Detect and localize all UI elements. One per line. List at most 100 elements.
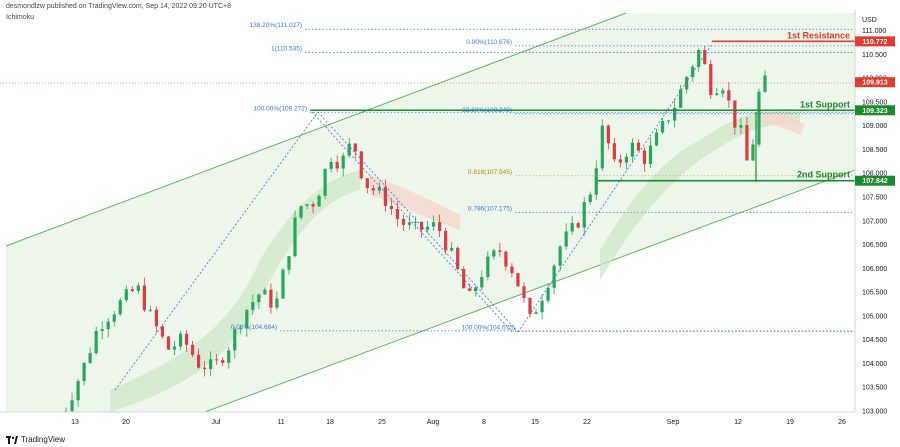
candle-body	[299, 205, 303, 218]
candle-body	[413, 221, 418, 223]
channel-lower-line	[204, 169, 855, 412]
candle-body	[703, 49, 707, 65]
candle-body	[685, 77, 689, 90]
candle-body	[468, 288, 472, 291]
candle-body	[612, 143, 616, 160]
fib-label: 0.00%(110.676)	[466, 39, 512, 46]
plot-area	[0, 12, 855, 412]
x-tick-label: 22	[583, 419, 591, 426]
candle-body	[654, 132, 659, 146]
candle-body	[371, 188, 375, 191]
fib-label: 0.618(107.945)	[468, 169, 512, 176]
candle-body	[293, 217, 297, 257]
candle-body	[166, 336, 171, 350]
ichimoku-cloud-green	[110, 170, 360, 412]
candle-body	[203, 367, 207, 370]
fib-label: 100.00%(104.675)	[462, 324, 516, 331]
candle-body	[480, 277, 484, 288]
candle-body	[221, 360, 225, 363]
candle-body	[239, 328, 243, 330]
candle-body	[492, 250, 496, 257]
x-tick-label: 18	[326, 419, 334, 426]
candle-body	[263, 289, 267, 295]
candle-body	[673, 107, 677, 121]
price-tags-group: 110.772 109.913 109.323 107.842	[855, 36, 895, 186]
candle-body	[383, 187, 387, 207]
candle-body	[82, 362, 86, 382]
fib-label: 138.20%(111.027)	[249, 22, 302, 29]
fib-label: 100.00%(109.272)	[254, 106, 308, 113]
y-tick-label: 108.000	[862, 171, 887, 178]
fib-label: 0.00%(104.684)	[231, 324, 277, 331]
candle-body	[552, 265, 556, 288]
y-tick-label: 103.500	[862, 385, 887, 392]
candle-body	[564, 231, 568, 247]
ichimoku-cloud-red	[370, 175, 460, 230]
x-tick-label: 11	[277, 419, 284, 426]
x-tick-label: Sep	[667, 419, 680, 426]
candle-body	[582, 202, 586, 228]
y-tick-label: 106.000	[862, 266, 887, 273]
candle-body	[540, 300, 544, 313]
candle-body	[227, 350, 231, 363]
candle-body	[395, 209, 400, 220]
candle-body	[648, 145, 653, 164]
candle-body	[588, 194, 592, 203]
candle-body	[275, 298, 279, 308]
candle-body	[697, 49, 701, 67]
candle-body	[281, 269, 285, 299]
level-names-group: 1st Resistance 1st Support 2nd Support	[787, 30, 850, 179]
y-tick-label: 105.500	[862, 290, 887, 297]
x-tick-label: 25	[378, 419, 386, 426]
y-tick-label: 104.000	[862, 361, 887, 368]
channel-upper-line	[5, 12, 627, 247]
candle-body	[215, 359, 219, 361]
y-tick-label: 109.000	[862, 123, 887, 130]
price-tag-bg	[855, 36, 895, 47]
candle-body	[733, 100, 737, 128]
candle-body	[624, 156, 629, 163]
x-tick-label: 20	[122, 419, 130, 426]
candle-body	[757, 91, 761, 145]
level-label: 1st Resistance	[787, 30, 850, 40]
candle-body	[64, 411, 68, 412]
y-tick-label: 107.000	[862, 218, 887, 225]
candle-body	[660, 120, 665, 133]
x-tick-label: 15	[531, 419, 539, 426]
candle-body	[209, 359, 213, 370]
x-tick-label: Aug	[427, 419, 440, 426]
price-tag-label: 107.842	[862, 178, 887, 185]
candle-body	[721, 90, 725, 94]
candle-body	[124, 289, 128, 301]
candle-body	[377, 187, 381, 191]
candle-body	[504, 251, 508, 267]
candle-body	[100, 329, 104, 331]
x-tick-label: 8	[482, 419, 486, 426]
candle-body	[389, 206, 394, 210]
candle-body	[311, 204, 315, 207]
candle-body	[444, 230, 448, 251]
candle-body	[76, 381, 80, 401]
candle-body	[365, 178, 369, 189]
candle-body	[305, 204, 309, 206]
level-label: 1st Support	[800, 99, 850, 109]
candle-body	[438, 222, 442, 231]
candle-body	[739, 125, 743, 128]
trend-line-1	[114, 111, 319, 391]
candle-body	[335, 161, 339, 169]
candle-body	[636, 142, 641, 151]
level-label: 2nd Support	[797, 170, 850, 180]
price-tag-bg	[855, 175, 895, 186]
candle-body	[88, 353, 92, 363]
candle-body	[522, 286, 526, 299]
x-tick-label: 26	[838, 419, 846, 426]
candle-body	[642, 150, 647, 164]
fib-label: 23.60%(109.249)	[462, 107, 512, 114]
price-tag-label: 109.913	[862, 80, 887, 87]
candle-body	[178, 333, 183, 347]
x-axis-ticks: 13 20 Jul 11 18 25 Aug 8 15 22 Sep 12 19 26	[71, 419, 846, 426]
candle-body	[401, 219, 406, 225]
candle-body	[172, 346, 177, 350]
candle-body	[666, 120, 671, 122]
